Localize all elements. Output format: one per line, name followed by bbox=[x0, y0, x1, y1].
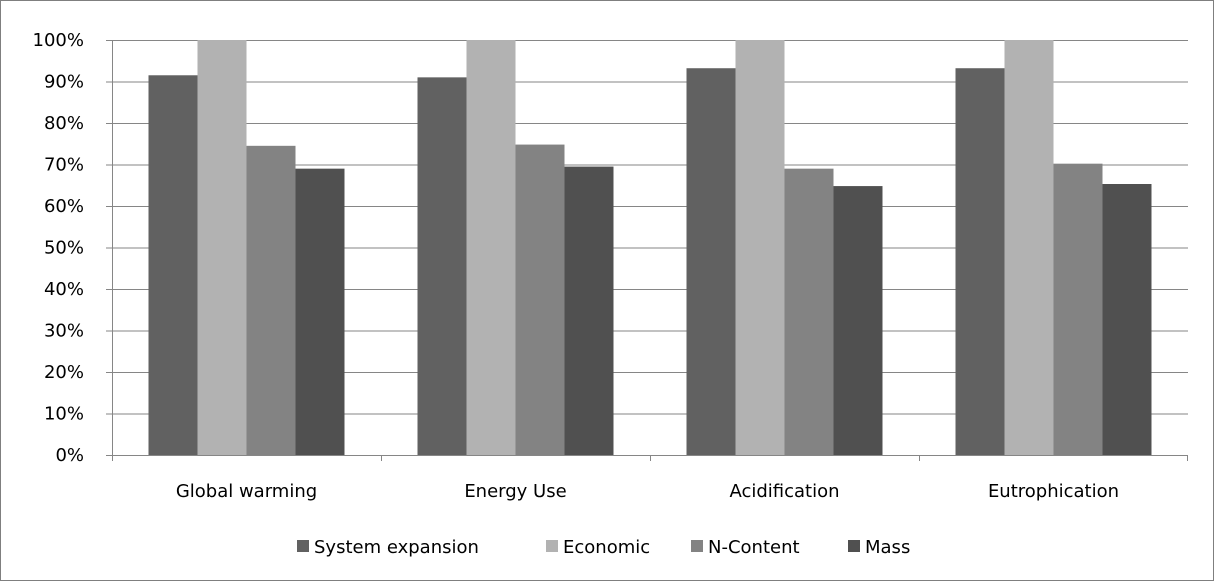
y-tick-label: 100% bbox=[33, 30, 84, 51]
bar bbox=[955, 68, 1005, 455]
bar bbox=[515, 144, 565, 455]
bar bbox=[197, 40, 247, 455]
y-tick-label: 50% bbox=[44, 238, 84, 259]
y-tick-label: 10% bbox=[44, 404, 84, 425]
legend-swatch bbox=[546, 540, 558, 552]
bar bbox=[784, 168, 834, 455]
category-label: Global warming bbox=[176, 481, 317, 502]
y-tick-label: 40% bbox=[44, 279, 84, 300]
bar bbox=[1053, 163, 1103, 456]
category-labels: Global warming Energy Use Acidification Eut… bbox=[176, 481, 1119, 502]
bar bbox=[1004, 40, 1054, 455]
bar bbox=[735, 40, 785, 455]
bar bbox=[295, 168, 345, 455]
y-tick-label: 70% bbox=[44, 155, 84, 176]
bar bbox=[833, 186, 883, 455]
y-tick-label: 60% bbox=[44, 196, 84, 217]
y-tick-label: 80% bbox=[44, 113, 84, 134]
y-tick-label: 90% bbox=[44, 72, 84, 93]
y-tick-label: 30% bbox=[44, 321, 84, 342]
bar bbox=[686, 68, 736, 455]
category-label: Acidification bbox=[729, 481, 839, 502]
bar bbox=[246, 145, 296, 455]
bars bbox=[148, 40, 1152, 456]
legend-label: System expansion bbox=[314, 537, 479, 558]
y-axis-ticks: 0% 10% 20% 30% 40% 50% 60% 70% 80% 90% 100% bbox=[33, 30, 84, 466]
bar bbox=[466, 40, 516, 455]
legend-swatch bbox=[691, 540, 703, 552]
legend-swatch bbox=[848, 540, 860, 552]
category-label: Eutrophication bbox=[988, 481, 1119, 502]
bar bbox=[564, 166, 614, 455]
y-tick-label: 20% bbox=[44, 362, 84, 383]
y-tick-label: 0% bbox=[55, 445, 84, 466]
x-axis bbox=[112, 40, 1188, 461]
bar bbox=[1102, 184, 1152, 455]
legend-label: Mass bbox=[865, 537, 910, 558]
legend-swatch bbox=[297, 540, 309, 552]
category-label: Energy Use bbox=[464, 481, 566, 502]
bar bbox=[148, 75, 198, 456]
legend: System expansion Economic N-Content Mass bbox=[297, 537, 910, 558]
bar bbox=[417, 77, 467, 455]
legend-label: Economic bbox=[563, 537, 650, 558]
legend-label: N-Content bbox=[708, 537, 800, 558]
